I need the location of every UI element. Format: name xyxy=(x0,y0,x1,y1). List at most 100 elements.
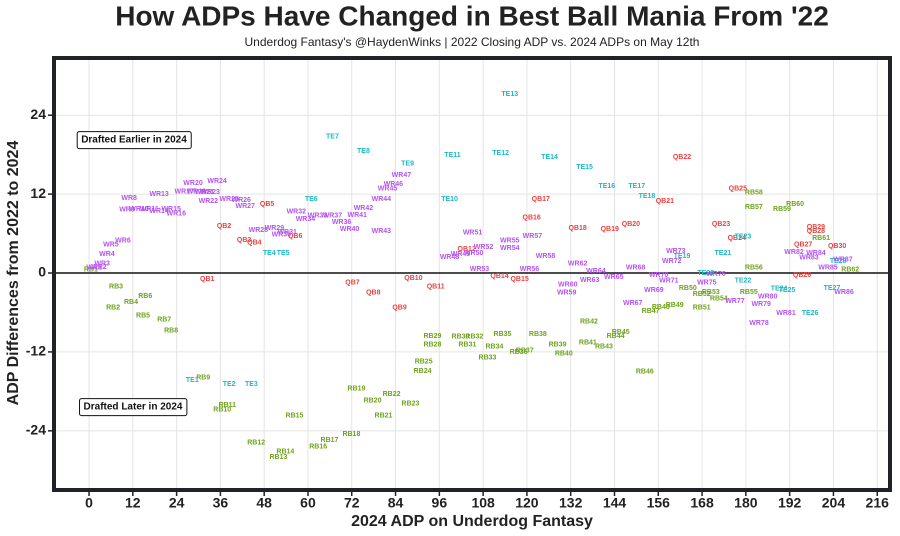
point-label: WR22 xyxy=(199,198,219,205)
point-label: WR63 xyxy=(580,277,600,284)
point-label: WR19 xyxy=(187,188,207,195)
ticks: 0 12 24 36 48 60 72 84 96 108 120 132 144 156 168 180 19… xyxy=(26,106,889,511)
point-label: WR20 xyxy=(183,180,203,187)
x-tick-label: 108 xyxy=(471,495,495,511)
point-label: RB34 xyxy=(485,344,503,351)
point-label: TE3 xyxy=(245,381,258,388)
point-label: RB4 xyxy=(124,299,138,306)
point-label: QB11 xyxy=(427,284,445,291)
point-label: RB23 xyxy=(402,401,420,408)
point-label: QB26 xyxy=(793,272,811,279)
point-label: RB57 xyxy=(745,204,763,211)
chart-title: How ADPs Have Changed in Best Ball Mania… xyxy=(115,0,829,31)
point-label: WR58 xyxy=(536,253,556,260)
point-label: WR72 xyxy=(662,258,682,265)
point-label: RB61 xyxy=(812,235,830,242)
point-label: WR11 xyxy=(140,206,159,213)
point-label: RB29 xyxy=(423,333,441,340)
point-label: QB19 xyxy=(601,226,619,233)
point-label: WR1 xyxy=(86,265,102,272)
plot-frame xyxy=(52,56,892,492)
point-label: WR9 xyxy=(119,207,135,214)
point-label: TE17 xyxy=(628,183,645,190)
x-tick-label: 36 xyxy=(213,495,229,511)
point-label: TE5 xyxy=(277,250,290,257)
point-label: RB1 xyxy=(84,267,98,274)
point-label: QB3 xyxy=(237,237,252,244)
annotation-box xyxy=(79,398,188,417)
point-label: QB20 xyxy=(622,221,640,228)
annotation-box xyxy=(76,131,192,150)
point-label: RB43 xyxy=(595,344,613,351)
point-label: QB10 xyxy=(404,275,422,282)
x-tick-label: 60 xyxy=(300,495,316,511)
point-label: WR8 xyxy=(121,195,137,202)
annotations: Drafted Earlier in 2024 Drafted Later in … xyxy=(76,131,192,417)
x-tick-label: 24 xyxy=(169,495,185,511)
point-label: RB2 xyxy=(106,305,120,312)
point-label: RB16 xyxy=(309,443,327,450)
point-label: WR6 xyxy=(115,238,131,245)
point-label: WR65 xyxy=(604,274,624,281)
point-label: RB30 xyxy=(452,334,470,341)
point-label: WR54 xyxy=(500,245,520,252)
point-label: RB19 xyxy=(348,386,366,393)
point-label: QB15 xyxy=(510,276,528,283)
point-label: QB5 xyxy=(260,201,275,208)
point-label: RB13 xyxy=(269,454,287,461)
y-axis-label: ADP Differences from 2022 to 2024 xyxy=(5,141,22,406)
y-tick-label: -12 xyxy=(26,343,46,359)
point-label: WR59 xyxy=(557,290,577,297)
point-label: WR27 xyxy=(235,203,255,210)
point-label: RB41 xyxy=(579,340,597,347)
point-label: RB18 xyxy=(342,431,360,438)
point-label: RB52 xyxy=(693,291,711,298)
point-label: WR47 xyxy=(392,172,412,179)
point-label: TE25 xyxy=(779,287,796,294)
point-label: RB59 xyxy=(773,206,791,213)
x-tick-label: 180 xyxy=(734,495,758,511)
point-label: TE14 xyxy=(541,154,558,161)
x-tick-label: 156 xyxy=(647,495,671,511)
point-label: WR52 xyxy=(474,244,494,251)
point-label: RB5 xyxy=(136,313,150,320)
x-axis-label: 2024 ADP on Underdog Fantasy xyxy=(351,513,593,530)
point-label: WR25 xyxy=(219,196,239,203)
point-label: RB10 xyxy=(213,407,231,414)
point-label: QB8 xyxy=(366,290,381,297)
point-label: RB46 xyxy=(636,368,654,375)
x-tick-label: 12 xyxy=(125,495,141,511)
point-label: QB22 xyxy=(673,154,691,161)
point-label: WR14 xyxy=(149,208,169,215)
point-label: QB6 xyxy=(288,233,303,240)
point-label: TE11 xyxy=(444,152,460,159)
point-label: TE1 xyxy=(186,377,199,384)
point-label: QB21 xyxy=(656,198,674,205)
point-label: WR40 xyxy=(340,226,360,233)
point-label: QB25 xyxy=(729,186,747,193)
point-label: RB62 xyxy=(841,267,859,274)
point-label: WR56 xyxy=(520,266,540,273)
point-label: WR31 xyxy=(277,229,297,236)
point-label: WR76 xyxy=(706,271,726,278)
point-label: QB4 xyxy=(247,240,262,247)
point-label: TE6 xyxy=(305,196,318,203)
point-label: WR2 xyxy=(91,264,107,271)
point-label: RB33 xyxy=(479,355,497,362)
plot-background xyxy=(54,58,890,490)
point-label: RB7 xyxy=(157,317,171,324)
point-label: WR10 xyxy=(129,206,149,213)
point-label: WR82 xyxy=(784,249,804,256)
point-label: WR32 xyxy=(287,209,307,216)
point-label: TE9 xyxy=(401,161,414,168)
point-label: WR85 xyxy=(818,265,838,272)
point-label: RB47 xyxy=(642,308,660,315)
point-label: WR67 xyxy=(623,300,643,307)
point-label: TE22 xyxy=(735,278,752,285)
point-label: WR83 xyxy=(799,255,819,262)
point-label: TE26 xyxy=(802,310,819,317)
point-label: WR44 xyxy=(372,196,392,203)
point-label: RB35 xyxy=(494,331,512,338)
point-label: WR51 xyxy=(463,230,483,237)
